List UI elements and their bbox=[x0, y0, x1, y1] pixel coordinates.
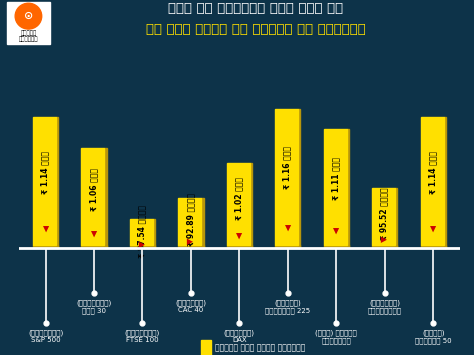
Text: (ब्रिटेन)
FTSE 100: (ब्रिटेन) FTSE 100 bbox=[125, 329, 160, 343]
Bar bbox=[153, 219, 155, 248]
Text: साल की शुरुआत में किए गए: साल की शुरुआत में किए गए bbox=[168, 2, 344, 15]
Bar bbox=[178, 245, 203, 248]
Text: ₹ 1.14 लाख: ₹ 1.14 लाख bbox=[41, 151, 50, 193]
Text: (हॉगकॉग)
हेंगसेंग: (हॉगकॉग) हेंगसेंग bbox=[368, 300, 401, 314]
Text: (जर्मनी)
DAX: (जर्मनी) DAX bbox=[224, 329, 255, 343]
Text: प्रति लाख रुपए रिटर्न: प्रति लाख रुपए रिटर्न bbox=[215, 343, 306, 352]
Text: ₹ 95.52 हजार: ₹ 95.52 हजार bbox=[380, 187, 389, 240]
Text: ₹ 87.54 हजार: ₹ 87.54 हजार bbox=[137, 204, 146, 258]
Text: (अमेरिका)
S&P 500: (अमेरिका) S&P 500 bbox=[28, 329, 63, 343]
Text: (चीन) शंघाई
कंपोजिट: (चीन) शंघाई कंपोजिट bbox=[315, 329, 357, 344]
Bar bbox=[275, 109, 298, 245]
Text: ▶: ▶ bbox=[331, 227, 340, 233]
Bar bbox=[324, 129, 346, 245]
Bar bbox=[82, 245, 107, 248]
Bar bbox=[33, 117, 56, 245]
Text: ▼: ▼ bbox=[186, 237, 195, 244]
Text: ⊙: ⊙ bbox=[24, 11, 33, 21]
Bar bbox=[420, 245, 446, 248]
Text: ▼: ▼ bbox=[137, 240, 146, 247]
Bar bbox=[178, 198, 201, 245]
Bar bbox=[201, 340, 211, 355]
Text: ₹ 1.06 लाख: ₹ 1.06 लाख bbox=[89, 168, 98, 212]
Text: ▼: ▼ bbox=[380, 236, 389, 242]
Bar bbox=[104, 148, 107, 248]
Text: (अमेरिका)
डाओ 30: (अमेरिका) डाओ 30 bbox=[76, 300, 112, 314]
Bar bbox=[275, 245, 301, 248]
Bar bbox=[298, 109, 301, 248]
Text: ▶: ▶ bbox=[89, 230, 98, 236]
Text: ▶: ▶ bbox=[283, 224, 292, 230]
Bar bbox=[420, 117, 444, 245]
Bar bbox=[227, 245, 252, 248]
Bar bbox=[201, 198, 203, 248]
Text: ₹ 1.14 लाख: ₹ 1.14 लाख bbox=[428, 151, 437, 193]
Text: ▶: ▶ bbox=[234, 232, 243, 239]
Text: ▶: ▶ bbox=[41, 225, 50, 231]
Bar bbox=[372, 188, 395, 245]
Bar bbox=[227, 163, 250, 245]
Text: (जापान)
निक्केई 225: (जापान) निक्केई 225 bbox=[265, 300, 310, 314]
Bar bbox=[346, 129, 349, 248]
Bar bbox=[130, 245, 155, 248]
Text: (फ्रांस)
CAC 40: (फ्रांस) CAC 40 bbox=[175, 300, 207, 313]
Text: ₹ 1.11 लाख: ₹ 1.11 लाख bbox=[331, 157, 340, 200]
Bar bbox=[372, 245, 397, 248]
Bar bbox=[395, 188, 397, 248]
Circle shape bbox=[15, 3, 42, 29]
Bar bbox=[130, 219, 153, 245]
Text: एक लाख रुपए के निवेश की वैल्यू: एक लाख रुपए के निवेश की वैल्यू bbox=[146, 23, 366, 36]
Text: ₹ 1.16 लाख: ₹ 1.16 लाख bbox=[283, 146, 292, 189]
Bar bbox=[33, 245, 58, 248]
Bar bbox=[56, 117, 58, 248]
Bar bbox=[324, 245, 349, 248]
Bar bbox=[250, 163, 252, 248]
Text: (भारत)
निफ्टी 50: (भारत) निफ्टी 50 bbox=[415, 329, 451, 344]
Bar bbox=[444, 117, 446, 248]
Text: ▶: ▶ bbox=[428, 225, 437, 231]
Text: ₹ 92.89 हजार: ₹ 92.89 हजार bbox=[186, 193, 195, 246]
Text: ₹ 1.02 लाख: ₹ 1.02 लाख bbox=[234, 178, 243, 220]
Text: दैनिक
भास्कर: दैनिक भास्कर bbox=[18, 30, 38, 42]
Bar bbox=[82, 148, 104, 245]
